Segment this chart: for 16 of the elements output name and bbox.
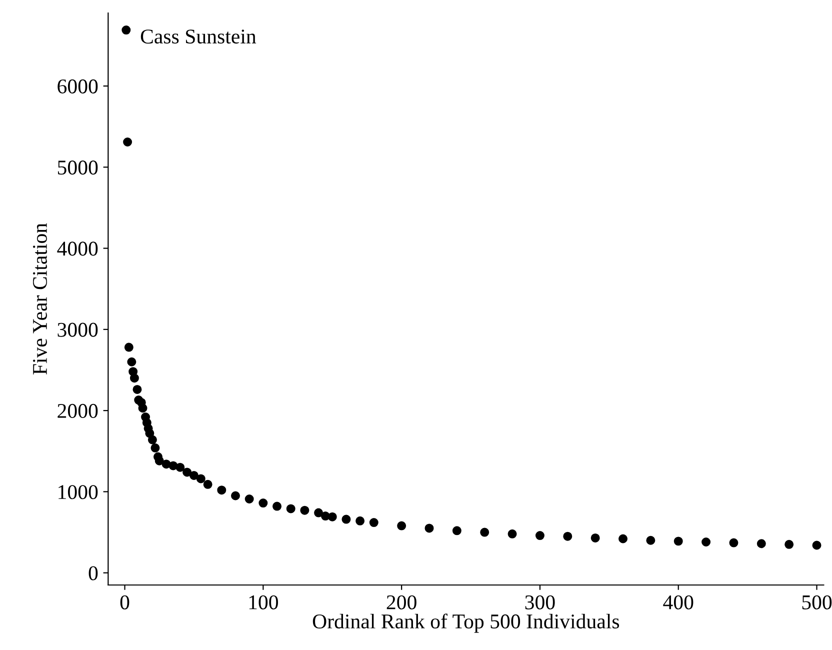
- x-tick-label: 400: [663, 595, 694, 610]
- x-tick-label: 100: [249, 595, 278, 610]
- y-tick-label: 0: [88, 566, 98, 580]
- x-tick-label: 300: [525, 595, 555, 610]
- x-tick-label: 200: [386, 595, 416, 610]
- y-tick-label: 6000: [58, 79, 98, 94]
- x-axis-title: Ordinal Rank of Top 500 Individuals: [312, 614, 620, 633]
- x-tick-label: 0: [120, 595, 130, 610]
- y-axis-title: Five Year Citation: [32, 223, 47, 374]
- y-tick-label: 1000: [58, 485, 98, 500]
- y-tick-label: 3000: [58, 322, 98, 337]
- x-tick-label: 500: [802, 595, 832, 610]
- y-tick-label: 4000: [57, 242, 98, 256]
- y-tick-label: 2000: [58, 404, 98, 418]
- annotation: Cass Sunstein: [140, 30, 256, 44]
- y-tick-label: 5000: [58, 160, 98, 175]
